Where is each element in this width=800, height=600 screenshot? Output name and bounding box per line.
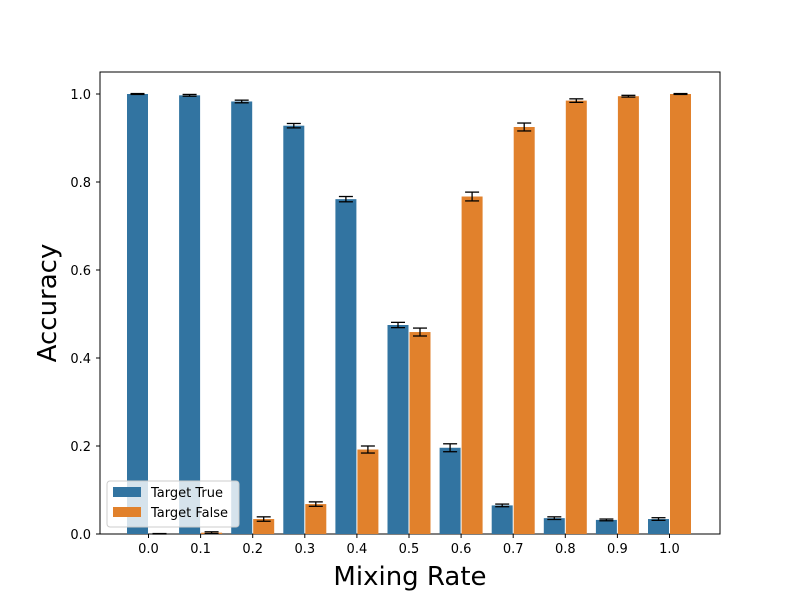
legend-label: Target False (150, 506, 228, 521)
legend: Target True Target False (106, 480, 240, 528)
bar-target-false-6 (461, 196, 483, 534)
x-tick-label: 0.7 (503, 542, 524, 557)
errorbar-1-3 (308, 501, 323, 507)
errorbar-1-8 (569, 98, 584, 104)
bar-target-false-8 (565, 100, 587, 534)
y-tick-label: 0.0 (70, 528, 91, 543)
errorbar-1-10 (673, 92, 688, 96)
bar-target-true-0 (127, 94, 148, 534)
errorbar-0-0 (130, 92, 145, 96)
y-tick-label: 0.8 (70, 176, 91, 191)
bar-target-true-2 (231, 101, 253, 534)
errorbar-0-3 (286, 122, 301, 129)
y-axis-ticks: 0.0 0.2 0.4 0.6 0.8 1.0 (70, 88, 100, 543)
bar-target-true-6 (439, 447, 461, 534)
x-tick-label: 0.8 (555, 542, 576, 557)
x-tick-label: 0.5 (399, 542, 420, 557)
legend-label: Target True (150, 486, 223, 501)
bar-target-false-9 (617, 96, 639, 534)
bar-target-false-3 (305, 504, 327, 534)
y-tick-label: 1.0 (70, 88, 91, 103)
x-axis-ticks: 0.0 0.1 0.2 0.3 0.4 0.5 0.6 0.7 0.8 0.9 1.0 (138, 534, 680, 557)
bar-target-false-7 (513, 127, 535, 534)
errorbar-0-4 (338, 195, 353, 203)
y-tick-label: 0.6 (70, 264, 91, 279)
errorbar-0-2 (234, 99, 249, 104)
bar-target-true-8 (543, 518, 565, 534)
errorbar-1-4 (360, 445, 375, 454)
x-tick-label: 0.2 (242, 542, 263, 557)
y-tick-label: 0.2 (70, 440, 91, 455)
errorbar-1-1 (204, 531, 219, 535)
errorbar-1-2 (256, 516, 271, 522)
bar-target-true-1 (179, 95, 201, 534)
errorbar-1-7 (517, 122, 532, 132)
x-axis-title: Mixing Rate (333, 562, 486, 592)
legend-swatch (113, 507, 141, 517)
errorbar-0-10 (651, 517, 666, 522)
bar-target-true-7 (491, 505, 513, 534)
bar-target-false-10 (670, 94, 691, 534)
x-tick-label: 0.1 (190, 542, 211, 557)
errorbar-0-1 (182, 93, 197, 97)
bar-target-true-5 (387, 325, 409, 534)
x-tick-label: 0.9 (607, 542, 628, 557)
y-axis-title: Accuracy (33, 244, 63, 363)
y-tick-label: 0.4 (70, 352, 91, 367)
bar-target-true-10 (648, 519, 669, 534)
x-tick-label: 0.4 (347, 542, 368, 557)
errorbars-layer (130, 92, 688, 535)
x-tick-label: 1.0 (659, 542, 680, 557)
x-tick-label: 0.0 (138, 542, 159, 557)
bar-target-false-2 (253, 519, 275, 534)
errorbar-1-9 (621, 94, 636, 98)
x-tick-label: 0.6 (451, 542, 472, 557)
bar-target-true-4 (335, 199, 357, 534)
errorbar-0-9 (599, 518, 614, 522)
bar-target-true-3 (283, 125, 305, 535)
x-tick-label: 0.3 (294, 542, 315, 557)
errorbar-1-6 (465, 191, 480, 202)
errorbar-0-5 (391, 321, 405, 329)
errorbar-0-8 (547, 516, 562, 521)
bar-target-true-9 (595, 519, 617, 534)
bar-target-false-4 (357, 449, 379, 534)
bar-target-false-5 (409, 332, 431, 534)
errorbar-1-5 (413, 327, 427, 337)
errorbar-0-6 (443, 443, 458, 453)
legend-swatch (113, 487, 141, 497)
bars-layer (127, 94, 691, 535)
errorbar-0-7 (495, 503, 510, 508)
